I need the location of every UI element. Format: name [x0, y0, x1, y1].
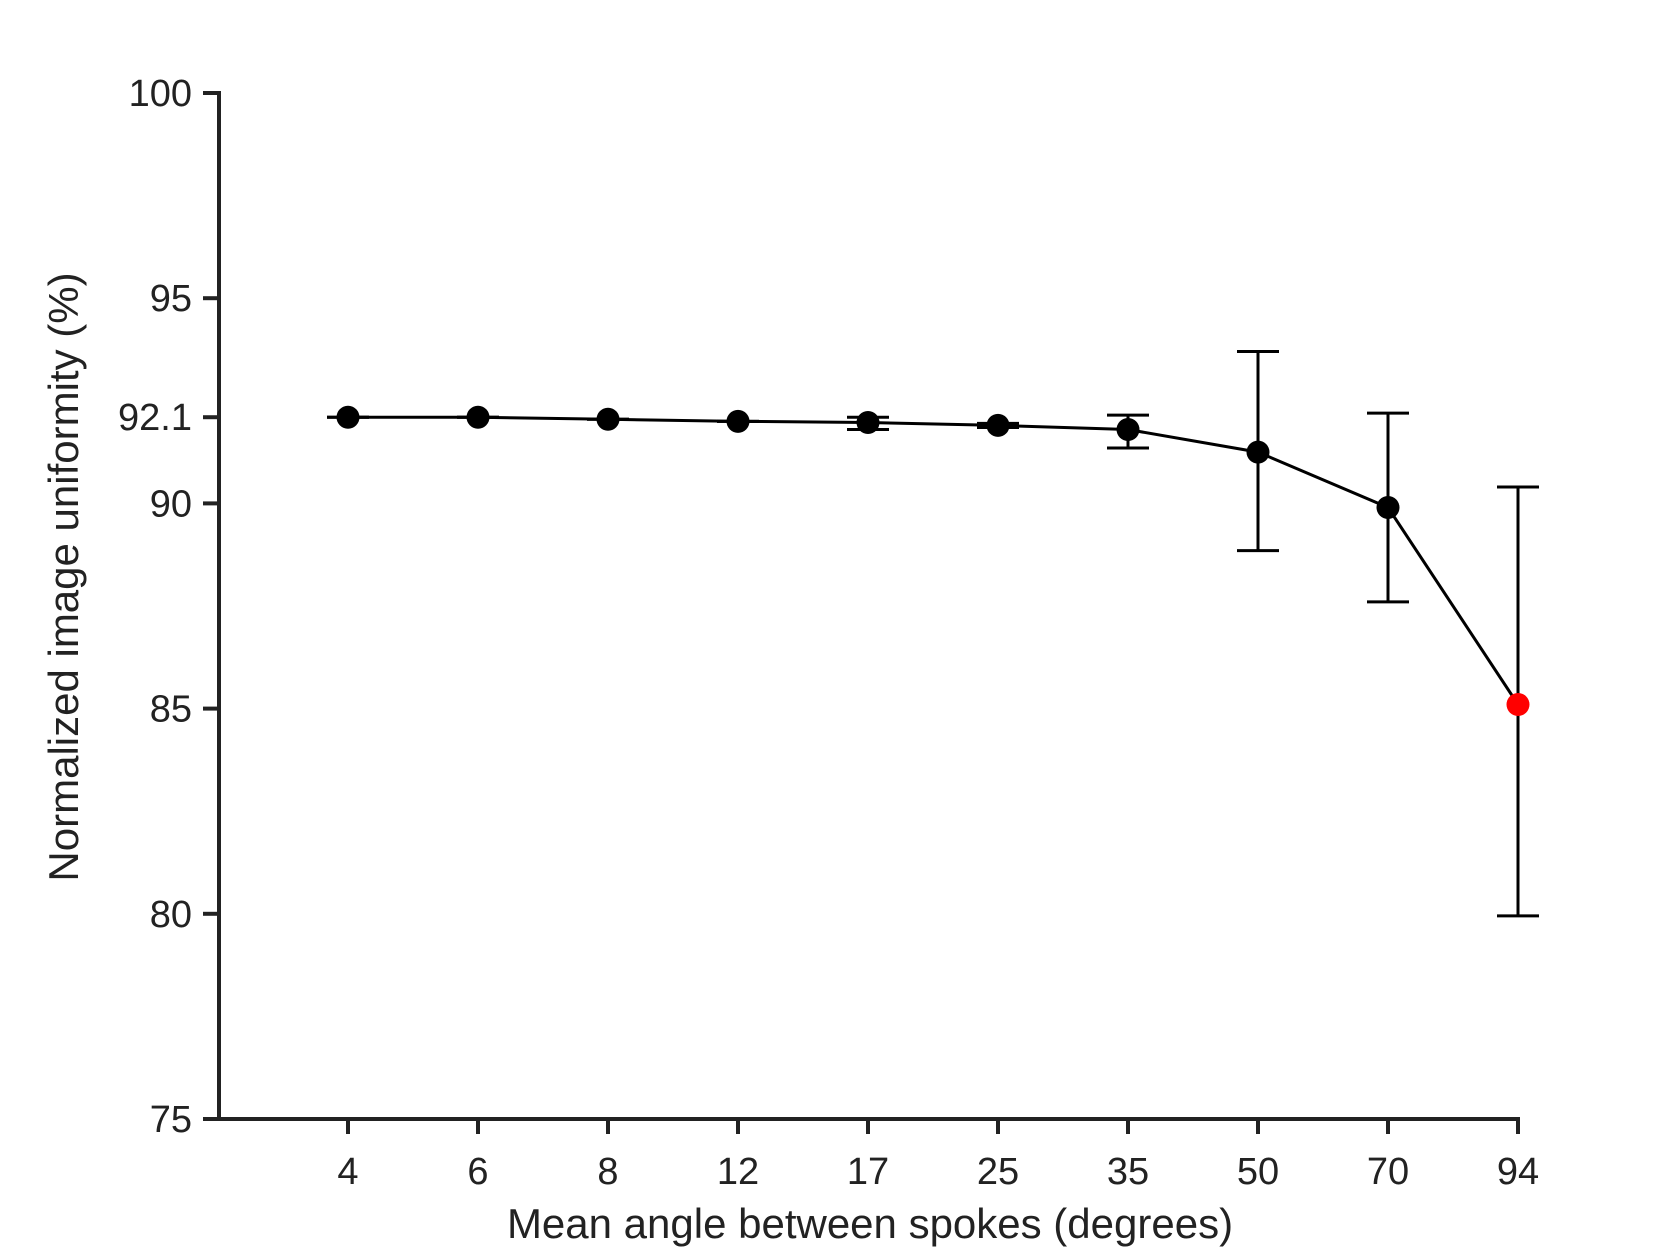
- data-point: [1376, 496, 1400, 520]
- x-tick-label: 94: [1497, 1151, 1539, 1193]
- y-tick-label: 100: [129, 73, 192, 115]
- y-tick-label: 80: [150, 894, 192, 936]
- x-tick-label: 12: [717, 1151, 759, 1193]
- x-axis-ticks: 4 6 8 12 17 25 35 50 70 94: [337, 1119, 1539, 1193]
- x-tick-label: 4: [337, 1151, 358, 1193]
- y-tick-label: 85: [150, 689, 192, 731]
- error-bars: [327, 350, 1539, 918]
- x-tick-label: 70: [1367, 1151, 1409, 1193]
- x-tick-label: 35: [1107, 1151, 1149, 1193]
- data-point: [466, 405, 490, 429]
- axes: [217, 91, 1520, 1121]
- data-point: [856, 411, 880, 435]
- y-tick-label: 75: [150, 1099, 192, 1141]
- x-tick-label: 8: [597, 1151, 618, 1193]
- y-axis-ticks: 75 80 85 90 92.1 95 100: [118, 73, 219, 1141]
- x-tick-label: 25: [977, 1151, 1019, 1193]
- series-line: [348, 415, 1520, 706]
- data-point: [596, 407, 620, 431]
- data-points: [336, 405, 1530, 716]
- data-point: [1246, 440, 1270, 464]
- data-point: [986, 413, 1010, 437]
- highlighted-data-point: [1506, 692, 1530, 716]
- series-lines: [348, 415, 1520, 706]
- y-axis-title: Normalized image uniformity (%): [40, 272, 87, 881]
- y-tick-label: 90: [150, 483, 192, 525]
- data-point: [1116, 418, 1140, 442]
- y-tick-label: 92.1: [118, 397, 192, 439]
- x-axis-title: Mean angle between spokes (degrees): [507, 1200, 1233, 1247]
- y-tick-label: 95: [150, 278, 192, 320]
- data-point: [336, 405, 360, 429]
- x-tick-label: 6: [467, 1151, 488, 1193]
- x-tick-label: 50: [1237, 1151, 1279, 1193]
- x-tick-label: 17: [847, 1151, 889, 1193]
- data-point: [726, 409, 750, 433]
